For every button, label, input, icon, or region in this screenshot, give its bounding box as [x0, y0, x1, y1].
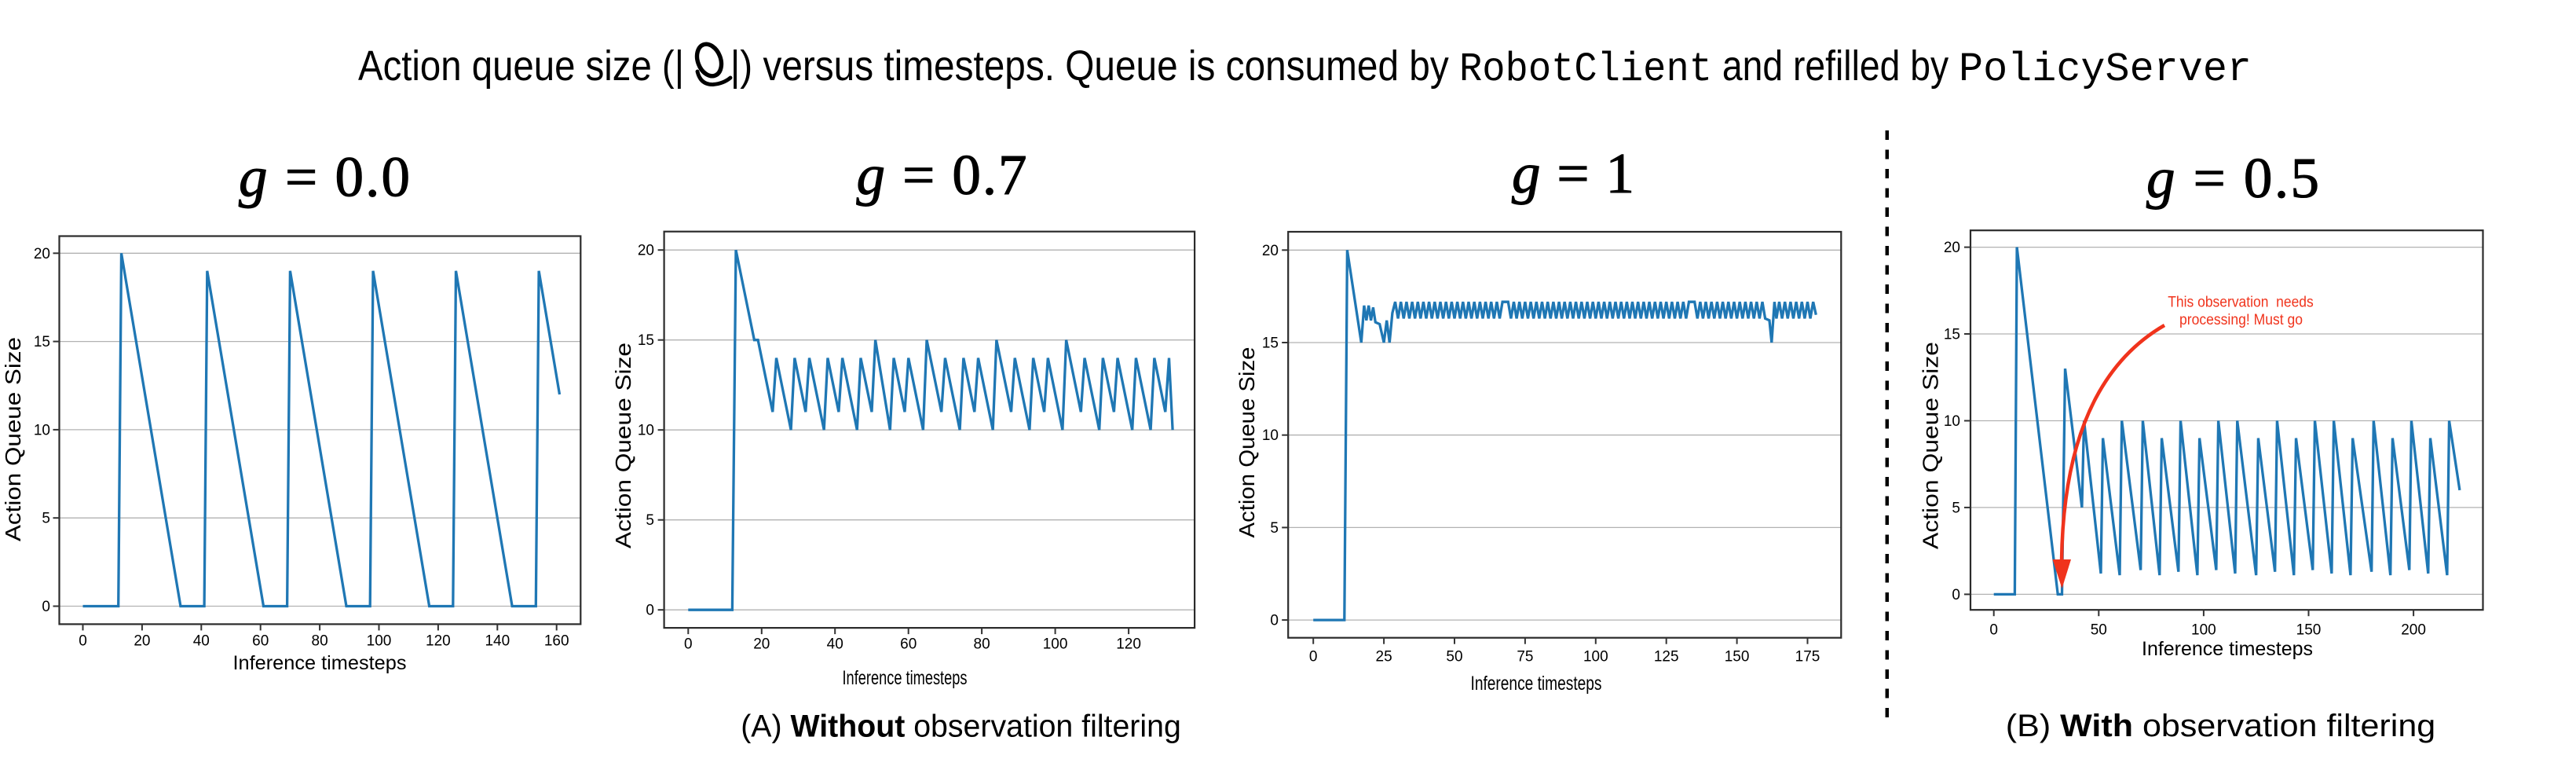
svg-text:60: 60 [900, 636, 917, 653]
svg-text:15: 15 [1262, 336, 1279, 352]
svg-text:0: 0 [1989, 622, 1998, 639]
svg-text:5: 5 [42, 511, 50, 527]
svg-text:0: 0 [684, 636, 693, 653]
svg-text:0: 0 [42, 599, 50, 615]
svg-text:100: 100 [2191, 622, 2216, 639]
svg-text:140: 140 [485, 633, 510, 650]
svg-text:5: 5 [1952, 500, 1960, 516]
svg-text:15: 15 [1944, 327, 1960, 343]
svg-text:Action Queue Size: Action Queue Size [1, 337, 25, 541]
svg-text:5: 5 [646, 512, 654, 529]
svg-text:Action Queue Size: Action Queue Size [1235, 347, 1259, 538]
svg-text:20: 20 [638, 243, 654, 259]
svg-text:50: 50 [2091, 622, 2107, 639]
svg-text:20: 20 [753, 636, 770, 653]
svg-text:5: 5 [1270, 520, 1279, 537]
svg-text:0: 0 [1270, 613, 1279, 629]
svg-text:40: 40 [193, 633, 210, 650]
svg-text:20: 20 [1262, 243, 1279, 259]
svg-text:160: 160 [544, 633, 569, 650]
svg-text:75: 75 [1517, 649, 1533, 666]
svg-text:PolicyServer: PolicyServer [1959, 46, 2252, 93]
svg-text:50: 50 [1446, 649, 1462, 666]
svg-text:RobotClient: RobotClient [1459, 46, 1712, 93]
svg-text:120: 120 [426, 633, 451, 650]
svg-text:40: 40 [827, 636, 843, 653]
svg-text:This observation needs: This observation needs [2168, 294, 2314, 310]
svg-text:15: 15 [34, 334, 50, 350]
svg-text:100: 100 [1043, 636, 1068, 653]
svg-text:observation filtering: observation filtering [2133, 709, 2435, 743]
svg-text:Inference timesteps: Inference timesteps [233, 652, 407, 674]
svg-text:60: 60 [252, 633, 269, 650]
svg-text:200: 200 [2401, 622, 2426, 639]
svg-text:80: 80 [312, 633, 328, 650]
svg-text:Action Queue Size: Action Queue Size [1919, 342, 1943, 549]
svg-text:120: 120 [1116, 636, 1141, 653]
svg-text:100: 100 [1583, 649, 1608, 666]
svg-text:Without: Without [791, 710, 906, 744]
svg-text:0: 0 [646, 603, 654, 619]
svg-text:processing! Must go: processing! Must go [2179, 312, 2303, 328]
svg-text:Inference timesteps: Inference timesteps [2142, 638, 2313, 660]
svg-text:(B): (B) [2006, 709, 2060, 743]
svg-text:Inference timesteps: Inference timesteps [843, 667, 968, 689]
svg-text:80: 80 [974, 636, 990, 653]
svg-text:100: 100 [367, 633, 392, 650]
svg-text:and refilled by: and refilled by [1712, 42, 1959, 90]
svg-text:20: 20 [134, 633, 150, 650]
svg-text:observation filtering: observation filtering [905, 710, 1181, 744]
svg-text:20: 20 [1944, 240, 1960, 256]
svg-text:125: 125 [1654, 649, 1679, 666]
svg-text:|) versus timesteps. Queue is: |) versus timesteps. Queue is consumed b… [730, 42, 1459, 90]
svg-text:150: 150 [1725, 649, 1750, 666]
svg-text:150: 150 [2296, 622, 2322, 639]
svg-text:With: With [2060, 709, 2133, 743]
svg-text:0: 0 [79, 633, 87, 650]
svg-text:Inference timesteps: Inference timesteps [1471, 673, 1602, 695]
svg-text:175: 175 [1795, 649, 1820, 666]
svg-text:10: 10 [1262, 427, 1279, 444]
svg-text:0: 0 [1952, 587, 1960, 603]
svg-text:25: 25 [1376, 649, 1392, 666]
svg-text:10: 10 [34, 422, 50, 438]
svg-text:15: 15 [638, 332, 654, 349]
svg-text:0: 0 [1309, 649, 1318, 666]
svg-text:g = 0.5: g = 0.5 [2146, 146, 2319, 210]
svg-text:g = 1: g = 1 [1512, 141, 1634, 205]
svg-text:Action queue size (|: Action queue size (| [358, 42, 684, 90]
svg-text:20: 20 [34, 246, 50, 262]
svg-text:g = 0.7: g = 0.7 [857, 143, 1027, 207]
svg-text:(A): (A) [741, 710, 790, 744]
svg-text:g = 0.0: g = 0.0 [239, 145, 410, 209]
svg-text:Action Queue Size: Action Queue Size [611, 343, 635, 548]
svg-text:10: 10 [1944, 413, 1960, 430]
svg-text:10: 10 [638, 423, 654, 439]
